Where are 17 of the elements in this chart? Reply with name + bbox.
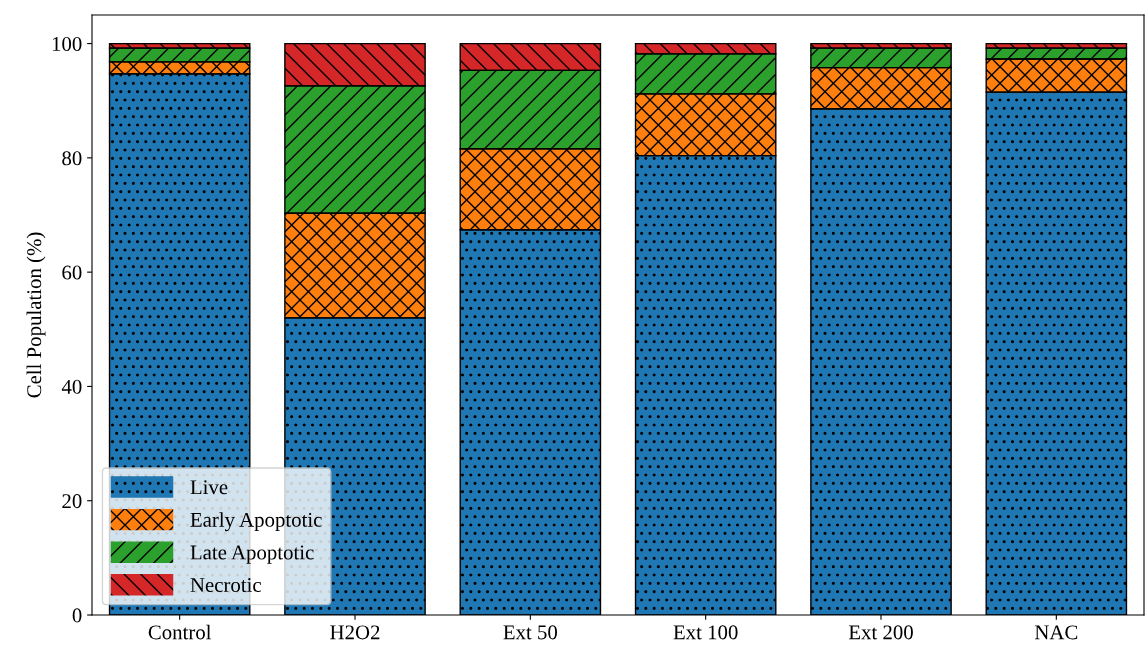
x-tick-label: Ext 50 (503, 625, 558, 640)
legend-label: Late Apoptotic (190, 545, 314, 564)
legend-label: Live (190, 480, 228, 495)
y-tick-label: 80 (62, 151, 82, 166)
x-tick-label: NAC (1034, 625, 1078, 640)
x-tick-label: Control (148, 624, 212, 640)
x-tick-label: Ext 100 (673, 625, 738, 640)
y-tick-label: 40 (61, 379, 82, 394)
x-tick-label: H2O2 (330, 625, 380, 640)
y-tick-label: 60 (62, 265, 82, 280)
legend-label: Necrotic (190, 578, 261, 593)
y-axis-title: Cell Population (%) (26, 232, 46, 398)
y-tick-label: 100 (52, 36, 82, 51)
legend-label: Early Apoptotic (190, 512, 322, 532)
y-tick-label: 0 (72, 608, 82, 623)
y-tick-label: 20 (62, 494, 82, 509)
x-tick-label: Ext 200 (848, 625, 913, 640)
